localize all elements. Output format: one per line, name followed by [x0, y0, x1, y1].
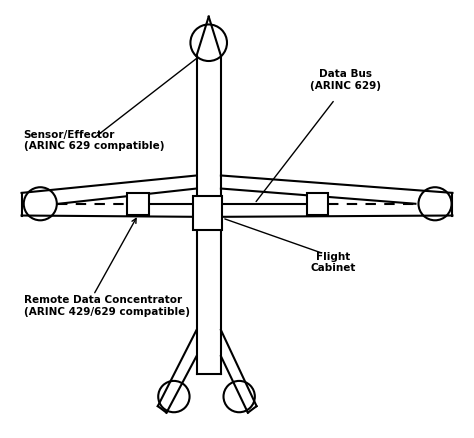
Bar [128, 193, 149, 215]
Bar [307, 193, 328, 215]
Text: Data Bus
(ARINC 629): Data Bus (ARINC 629) [310, 69, 381, 91]
Text: Flight
Cabinet: Flight Cabinet [310, 252, 356, 273]
Text: Sensor/Effector
(ARINC 629 compatible): Sensor/Effector (ARINC 629 compatible) [24, 130, 164, 152]
Text: Remote Data Concentrator
(ARINC 429/629 compatible): Remote Data Concentrator (ARINC 429/629 … [24, 295, 190, 317]
Bar [192, 196, 222, 230]
